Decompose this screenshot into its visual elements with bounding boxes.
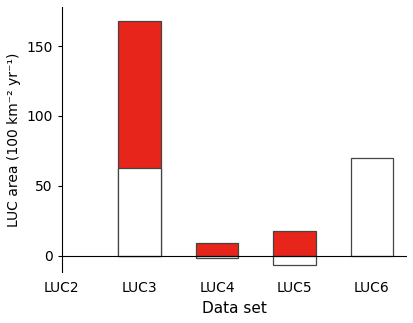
- Y-axis label: LUC area (100 km⁻² yr⁻¹): LUC area (100 km⁻² yr⁻¹): [7, 53, 21, 227]
- Bar: [118, 168, 160, 256]
- Bar: [273, 256, 315, 266]
- Bar: [350, 158, 392, 256]
- X-axis label: Data set: Data set: [202, 301, 266, 316]
- Bar: [118, 21, 160, 256]
- Bar: [195, 256, 238, 258]
- Bar: [195, 243, 238, 256]
- Bar: [273, 231, 315, 256]
